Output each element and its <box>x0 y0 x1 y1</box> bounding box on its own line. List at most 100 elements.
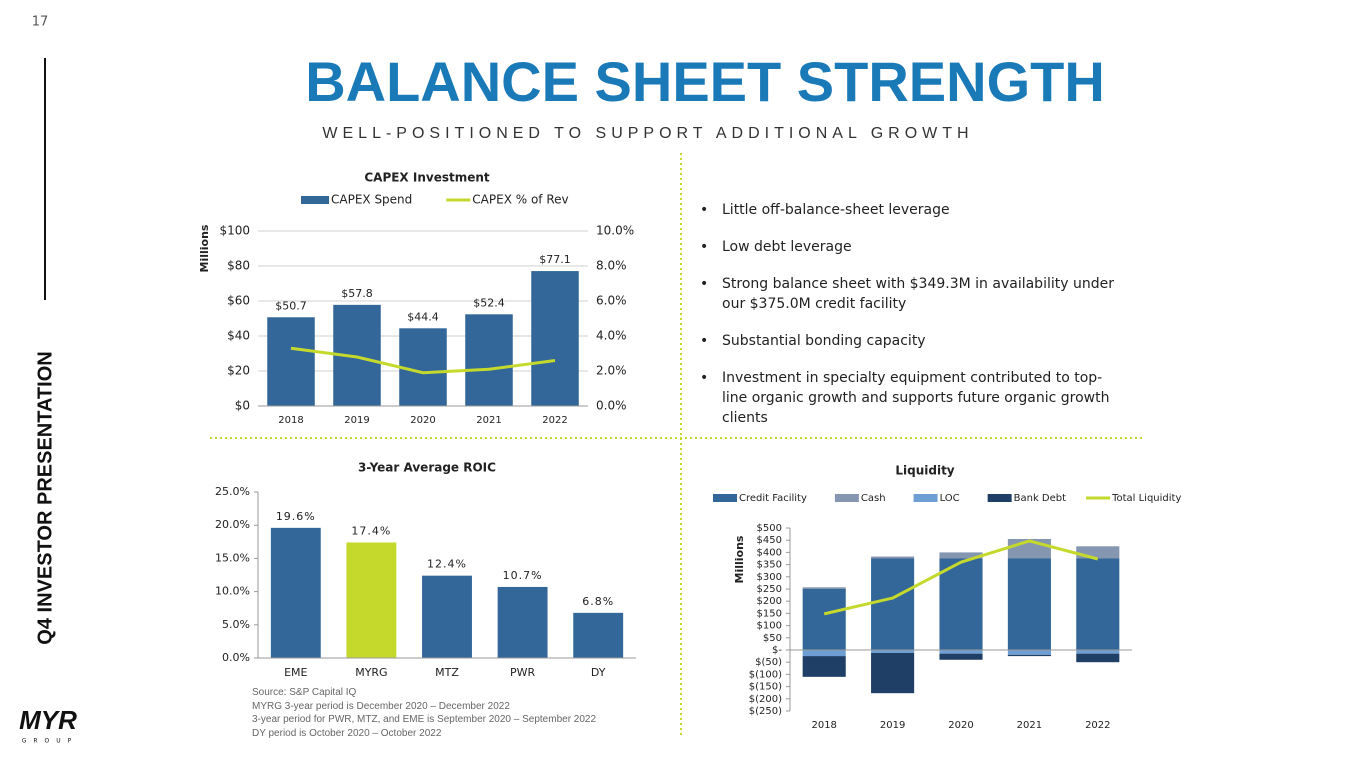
x-tick-label: PWR <box>510 666 536 679</box>
y-tick-label: 0.0% <box>222 651 250 664</box>
bullet-list: Little off-balance-sheet leverage Low de… <box>700 200 1120 445</box>
y-tick-label: $80 <box>227 259 250 273</box>
y2-tick-label: 10.0% <box>596 224 634 238</box>
data-label: 6.8% <box>582 595 614 608</box>
y2-tick-label: 0.0% <box>596 399 627 413</box>
note: MYRG 3-year period is December 2020 – De… <box>252 700 510 712</box>
bar <box>346 542 397 658</box>
line-series <box>290 346 556 375</box>
note: DY period is October 2020 – October 2022 <box>252 727 442 739</box>
bar-segment <box>802 587 846 589</box>
x-tick-label: EME <box>284 666 307 679</box>
chart-title: CAPEX Investment <box>364 171 490 185</box>
bar <box>399 328 447 406</box>
y-tick-label: 5.0% <box>222 618 250 631</box>
y-tick-label: $50 <box>763 633 782 644</box>
y-tick-label: $500 <box>757 523 782 534</box>
bar-segment <box>871 556 915 559</box>
y-tick-label: $250 <box>757 584 782 595</box>
bar-segment <box>871 558 915 650</box>
bar-segment <box>1007 650 1051 655</box>
y-tick-label: 10.0% <box>215 585 250 598</box>
bullet: Substantial bonding capacity <box>700 331 1120 351</box>
y-tick-label: $0 <box>235 399 250 413</box>
bar-segment <box>871 652 915 694</box>
data-label: 10.7% <box>503 569 543 582</box>
legend-swatch <box>713 494 737 502</box>
legend-label: CAPEX % of Rev <box>472 193 568 207</box>
legend-swatch <box>834 494 859 502</box>
bullet: Investment in specialty equipment contri… <box>700 368 1120 428</box>
y2-tick-label: 4.0% <box>596 329 627 343</box>
y2-tick-label: 6.0% <box>596 294 627 308</box>
page-number: 17 <box>32 15 49 30</box>
y-tick-label: $- <box>772 645 782 656</box>
bar-segment <box>802 589 846 650</box>
bar-segment <box>1076 558 1120 650</box>
note: 3-year period for PWR, MTZ, and EME is S… <box>252 714 597 725</box>
legend-swatch <box>301 196 329 204</box>
x-tick-label: 2020 <box>948 720 973 731</box>
legend-label: Credit Facility <box>739 493 807 504</box>
y-tick-label: $(100) <box>749 669 782 680</box>
bar-segment <box>939 650 983 654</box>
x-tick-label: 2022 <box>542 415 567 426</box>
y-tick-label: $350 <box>757 560 782 571</box>
x-tick-label: MYRG <box>355 666 387 679</box>
bullet: Little off-balance-sheet leverage <box>700 200 1120 220</box>
y-tick-label: $(250) <box>749 706 782 717</box>
data-label: 17.4% <box>351 524 391 537</box>
y2-tick-label: 2.0% <box>596 364 627 378</box>
x-tick-label: 2019 <box>880 720 905 731</box>
y-tick-label: $400 <box>757 547 782 558</box>
bar <box>465 314 513 406</box>
bar <box>422 575 472 658</box>
legend-swatch <box>987 494 1012 502</box>
y-tick-label: $20 <box>227 364 250 378</box>
bar-segment <box>939 552 983 559</box>
chart-title: Liquidity <box>895 464 954 478</box>
bar <box>497 586 548 658</box>
bar <box>573 612 624 658</box>
x-tick-label: 2020 <box>410 415 435 426</box>
x-tick-label: 2018 <box>811 720 836 731</box>
y-tick-label: 20.0% <box>215 518 250 531</box>
x-tick-label: 2021 <box>476 415 501 426</box>
legend-label: Bank Debt <box>1014 493 1066 504</box>
bar-segment <box>1007 654 1051 657</box>
bar-segment <box>1076 650 1120 654</box>
note: Source: S&P Capital IQ <box>252 687 357 698</box>
x-tick-label: 2019 <box>344 415 369 426</box>
bar-segment <box>939 653 983 660</box>
data-label: $50.7 <box>275 299 307 312</box>
line-series <box>823 539 1099 616</box>
y-tick-label: $100 <box>219 224 250 238</box>
y-tick-label: $450 <box>757 535 782 546</box>
bullet: Strong balance sheet with $349.3M in ava… <box>700 274 1120 314</box>
bar-segment <box>939 558 983 650</box>
legend-swatch <box>913 494 938 502</box>
data-label: $52.4 <box>473 296 505 309</box>
x-tick-label: 2018 <box>278 415 303 426</box>
source-notes: Source: S&P Capital IQ MYRG 3-year perio… <box>252 686 596 740</box>
y-tick-label: $100 <box>757 621 782 632</box>
y-tick-label: $(50) <box>755 657 782 668</box>
legend-label: CAPEX Spend <box>331 193 412 207</box>
bar-segment <box>1007 558 1051 650</box>
legend-label: LOC <box>940 493 960 504</box>
bar-segment <box>1076 653 1120 663</box>
data-label: $77.1 <box>539 253 571 266</box>
y-tick-label: 15.0% <box>215 551 250 564</box>
slide-title: BALANCE SHEET STRENGTH <box>305 50 1105 113</box>
legend-label: Total Liquidity <box>1111 493 1181 504</box>
y-tick-label: $200 <box>757 596 782 607</box>
logo-sub: GROUP <box>22 738 79 745</box>
x-tick-label: 2021 <box>1017 720 1042 731</box>
chart-title: 3-Year Average ROIC <box>358 461 496 475</box>
x-tick-label: 2022 <box>1085 720 1110 731</box>
y-axis-label: Millions <box>733 535 746 583</box>
data-label: 12.4% <box>427 558 467 571</box>
y-tick-label: $300 <box>757 572 782 583</box>
